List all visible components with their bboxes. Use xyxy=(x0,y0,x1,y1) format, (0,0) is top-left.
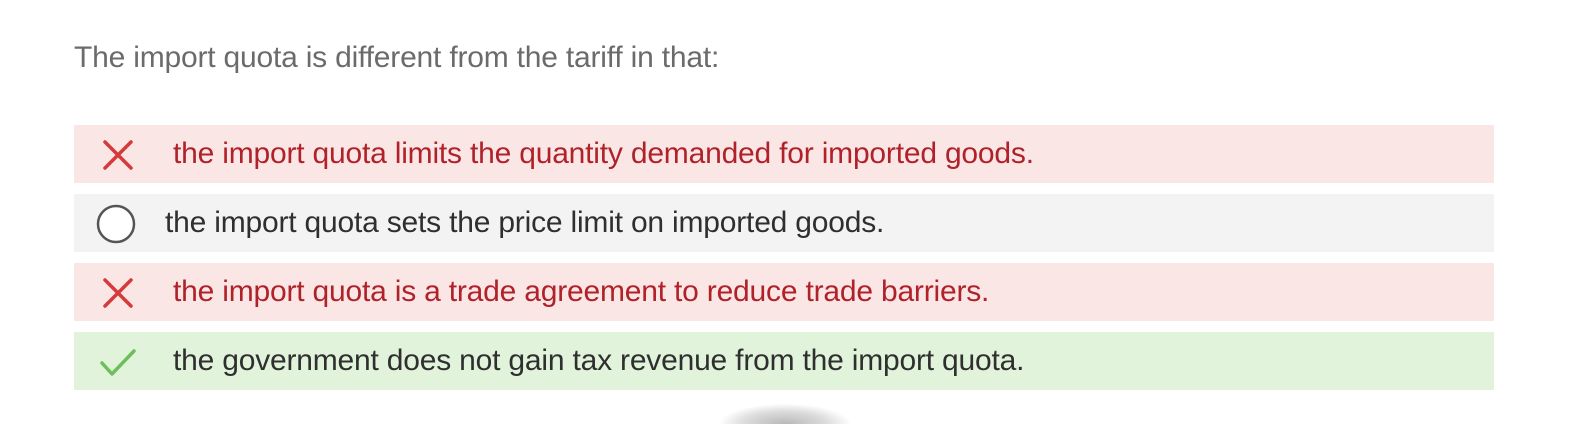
question-text: The import quota is different from the t… xyxy=(74,41,720,74)
floating-button-shadow xyxy=(720,404,850,424)
answer-option-label: the import quota limits the quantity dem… xyxy=(173,137,1034,170)
cross-icon xyxy=(96,271,140,315)
answer-option-label: the government does not gain tax revenue… xyxy=(173,344,1025,377)
answer-option-2[interactable]: the import quota sets the price limit on… xyxy=(74,194,1494,252)
answer-options: the import quota limits the quantity dem… xyxy=(74,125,1494,401)
radio-circle-icon[interactable] xyxy=(96,202,140,246)
answer-option-3[interactable]: the import quota is a trade agreement to… xyxy=(74,263,1494,321)
answer-option-label: the import quota sets the price limit on… xyxy=(165,206,885,239)
answer-option-4[interactable]: the government does not gain tax revenue… xyxy=(74,332,1494,390)
answer-option-1[interactable]: the import quota limits the quantity dem… xyxy=(74,125,1494,183)
cross-icon xyxy=(96,133,140,177)
checkmark-icon xyxy=(96,340,140,384)
answer-option-label: the import quota is a trade agreement to… xyxy=(173,275,990,308)
